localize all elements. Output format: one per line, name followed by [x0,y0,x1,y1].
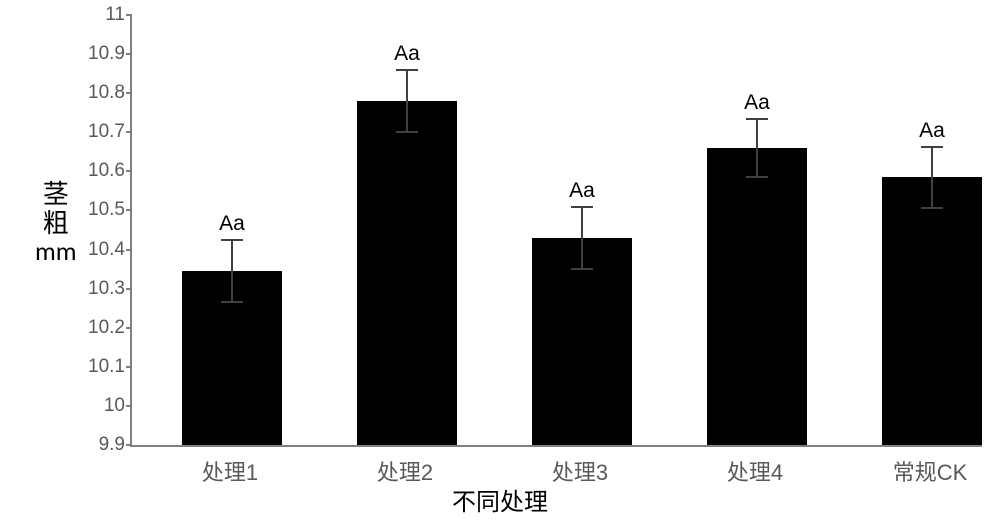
xtick-label: 处理2 [377,455,433,487]
error-bar-cap-top [396,69,418,71]
bar-chart: 茎 粗 mm Aa Aa Aa Aa Aa 不同处理 9.9 10 10.1 10.2 10.3… [0,0,1000,522]
significance-label: Aa [919,119,945,143]
error-bar-cap-bottom [746,176,768,178]
xtick-label: 常规CK [893,455,968,487]
y-axis-label-line2: 粗 [35,209,77,238]
significance-label: Aa [219,212,245,236]
ytick-label: 11 [105,4,125,26]
xtick-label: 处理1 [202,455,258,487]
bar-group: Aa [882,15,982,445]
error-bar-cap-bottom [396,131,418,133]
y-axis-label-line1: 茎 [35,180,77,209]
ytick-label: 10.6 [88,160,125,182]
error-bar-cap-bottom [221,301,243,303]
significance-label: Aa [744,91,770,115]
error-bar [406,70,408,133]
ytick-label: 10 [104,395,125,417]
ytick-mark [126,405,132,407]
ytick-mark [126,444,132,446]
ytick-mark [126,209,132,211]
y-axis-label: 茎 粗 mm [35,180,77,266]
xtick-label: 处理4 [727,455,783,487]
ytick-mark [126,14,132,16]
ytick-mark [126,170,132,172]
bar [707,148,807,445]
ytick-label: 10.9 [88,43,125,65]
error-bar [231,240,233,303]
significance-label: Aa [569,179,595,203]
ytick-label: 10.5 [88,199,125,221]
error-bar-cap-top [571,206,593,208]
ytick-label: 10.4 [88,239,125,261]
ytick-mark [126,92,132,94]
ytick-label: 10.1 [88,356,125,378]
bar-group: Aa [707,15,807,445]
bar [357,101,457,445]
error-bar-cap-top [921,146,943,148]
ytick-mark [126,327,132,329]
bar-group: Aa [357,15,457,445]
ytick-label: 9.9 [99,434,125,456]
error-bar [756,119,758,178]
ytick-mark [126,131,132,133]
error-bar-cap-bottom [571,268,593,270]
ytick-mark [126,249,132,251]
ytick-label: 10.2 [88,317,125,339]
ytick-mark [126,366,132,368]
bar-group: Aa [532,15,632,445]
error-bar-cap-bottom [921,207,943,209]
bar-group: Aa [182,15,282,445]
error-bar-cap-top [221,239,243,241]
ytick-label: 10.3 [88,278,125,300]
significance-label: Aa [394,42,420,66]
ytick-mark [126,288,132,290]
x-axis-label: 不同处理 [0,482,1000,517]
plot-area: Aa Aa Aa Aa Aa [130,15,982,447]
ytick-mark [126,53,132,55]
xtick-label: 处理3 [552,455,608,487]
y-axis-label-line3: mm [35,237,77,266]
bar [882,177,982,445]
error-bar-cap-top [746,118,768,120]
ytick-label: 10.7 [88,121,125,143]
error-bar [581,207,583,270]
error-bar [931,147,933,208]
ytick-label: 10.8 [88,82,125,104]
